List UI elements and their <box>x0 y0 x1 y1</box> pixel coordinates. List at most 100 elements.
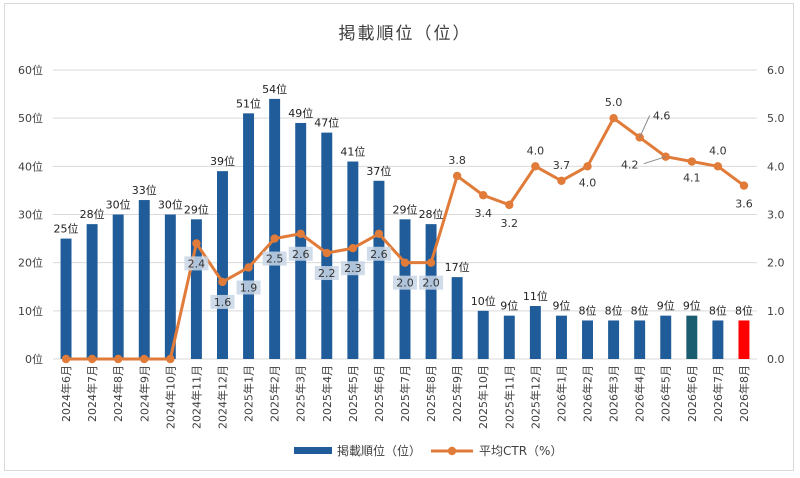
ctr-label-box <box>314 266 339 281</box>
ctr-label-box <box>288 246 313 261</box>
bar-data-label: 11位 <box>523 289 548 303</box>
ctr-data-label: 4.0 <box>527 144 545 157</box>
bar <box>529 306 541 359</box>
bar <box>347 161 359 359</box>
x-tick-label: 2026年5月 <box>659 365 673 422</box>
ctr-point <box>426 258 436 267</box>
bar-data-label: 29位 <box>393 202 418 216</box>
bar-data-label: 51位 <box>236 96 261 110</box>
bar <box>217 171 228 359</box>
ctr-data-label: 2.3 <box>344 262 362 275</box>
ctr-point <box>557 176 566 185</box>
ctr-point <box>322 248 331 258</box>
bar <box>295 122 307 359</box>
x-tick-label: 2026年2月 <box>581 365 595 422</box>
ctr-point <box>218 277 227 287</box>
ctr-leader-line <box>643 156 666 165</box>
ctr-point <box>479 191 488 200</box>
ctr-data-label: 3.2 <box>501 217 519 230</box>
bar-data-label: 8位 <box>631 303 649 317</box>
ctr-point <box>348 244 358 253</box>
x-tick-label: 2024年6月 <box>59 365 73 422</box>
x-tick-label: 2024年8月 <box>111 365 125 422</box>
bar-data-label: 28位 <box>419 207 444 221</box>
bar <box>243 113 255 359</box>
y-right-tick-label: 6.0 <box>767 64 785 77</box>
bar-data-label: 8位 <box>709 303 727 317</box>
bar <box>425 224 437 359</box>
legend-line-marker <box>447 446 457 456</box>
bar <box>321 132 333 359</box>
ctr-point <box>609 113 618 123</box>
x-tick-label: 2025年11月 <box>502 365 516 429</box>
y-left-tick-label: 20位 <box>18 256 43 270</box>
ctr-point <box>166 354 175 364</box>
bar <box>555 315 567 359</box>
ctr-point <box>61 354 71 364</box>
x-tick-label: 2025年6月 <box>372 365 386 422</box>
bar-data-label: 41位 <box>340 145 365 159</box>
bar-data-label: 17位 <box>445 260 470 274</box>
combo-chart: 掲載順位（位） 0位 10位 20位 30位 40位 50位 60位 0.0 1.0 2.0 3.0 4… <box>18 24 785 458</box>
x-tick-label: 2024年11月 <box>189 365 203 429</box>
x-tick-label: 2025年10月 <box>476 365 490 429</box>
bar-data-label: 33位 <box>132 183 157 197</box>
x-tick-label: 2026年4月 <box>633 365 647 422</box>
bar-data-label: 30位 <box>106 198 131 212</box>
bar-data-label: 10位 <box>471 294 496 308</box>
legend-bar-swatch <box>294 447 332 454</box>
bar <box>582 320 593 359</box>
y-right-tick-label: 1.0 <box>767 305 785 318</box>
bar-data-label: 9位 <box>552 299 570 313</box>
x-tick-label: 2025年9月 <box>450 365 464 422</box>
chart-title: 掲載順位（位） <box>339 24 472 44</box>
ctr-point <box>113 354 123 364</box>
y-right-tick-label: 3.0 <box>767 209 785 222</box>
ctr-data-label: 2.2 <box>318 267 336 280</box>
legend-bar-label: 掲載順位（位） <box>337 443 421 458</box>
ctr-point <box>452 171 462 181</box>
ctr-data-label: 1.9 <box>240 281 258 294</box>
ctr-data-label: 2.0 <box>422 277 440 290</box>
bar <box>477 310 489 359</box>
y-right-tick-label: 0.0 <box>767 353 785 366</box>
y-left-tick-label: 0位 <box>25 352 43 366</box>
ctr-point <box>739 181 749 190</box>
ctr-data-label: 5.0 <box>605 96 623 109</box>
bar <box>712 320 724 359</box>
ctr-point <box>192 239 201 248</box>
bar <box>60 238 72 359</box>
ctr-data-label: 2.0 <box>396 277 414 290</box>
ctr-point <box>400 258 410 267</box>
ctr-leader-line <box>639 115 651 138</box>
ctr-point <box>583 162 592 171</box>
bar-data-label: 8位 <box>735 303 753 317</box>
bar <box>138 200 150 359</box>
x-tick-label: 2026年8月 <box>737 365 751 422</box>
bar <box>686 315 698 359</box>
bar <box>190 219 202 359</box>
ctr-label-box <box>340 261 365 276</box>
bar-data-label: 28位 <box>80 207 105 221</box>
x-tick-label: 2026年6月 <box>685 365 699 422</box>
ctr-label-box <box>419 275 444 290</box>
ctr-point <box>244 263 253 272</box>
ctr-data-label: 4.0 <box>709 144 727 157</box>
bar-data-label: 54位 <box>262 82 287 96</box>
legend-line-label: 平均CTR（%） <box>479 444 562 458</box>
x-tick-label: 2024年12月 <box>215 365 229 429</box>
bar <box>738 320 750 359</box>
ctr-point <box>713 162 723 171</box>
x-tick-label: 2025年2月 <box>268 365 282 422</box>
y-right-tick-label: 4.0 <box>767 160 785 173</box>
x-tick-label: 2025年3月 <box>294 365 308 422</box>
x-tick-label: 2024年10月 <box>163 365 177 429</box>
chart-frame: 掲載順位（位） 0位 10位 20位 30位 40位 50位 60位 0.0 1.0 2.0 3.0 4… <box>4 3 794 471</box>
ctr-point <box>270 234 279 243</box>
bar-data-label: 39位 <box>210 154 235 168</box>
ctr-point <box>296 229 305 238</box>
y-left-tick-label: 10位 <box>18 304 43 318</box>
ctr-data-label: 2.4 <box>188 257 206 270</box>
bar-data-label: 37位 <box>366 164 391 178</box>
bar-data-label: 29位 <box>184 202 209 216</box>
